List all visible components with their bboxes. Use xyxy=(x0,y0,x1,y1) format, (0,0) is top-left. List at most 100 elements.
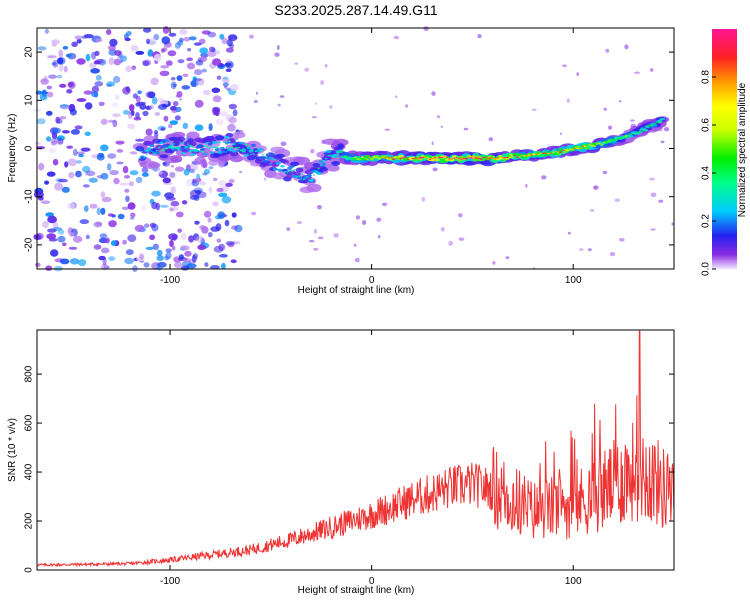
ridge-blob xyxy=(331,161,341,166)
ridge-blob xyxy=(537,153,541,156)
noise-blob xyxy=(54,137,62,141)
ridge-blob xyxy=(484,156,488,158)
ridge-blob xyxy=(392,158,396,161)
ridge-blob xyxy=(230,146,234,149)
noise-blob xyxy=(211,87,221,94)
noise-blob xyxy=(212,58,222,66)
ridge-blob xyxy=(288,169,292,172)
noise-blob xyxy=(108,220,117,228)
ridge-blob xyxy=(214,148,220,151)
noise-blob xyxy=(225,241,235,246)
noise-blob xyxy=(135,176,143,184)
ridge-blob xyxy=(407,158,410,160)
ridge-blob xyxy=(167,146,171,149)
noise-blob xyxy=(208,166,214,170)
noise-blob xyxy=(145,38,151,44)
ridge-blob xyxy=(436,157,439,159)
noise-blob xyxy=(67,158,77,167)
noise-blob xyxy=(88,177,98,183)
ridge-blob xyxy=(232,143,236,145)
noise-blob xyxy=(423,26,429,31)
noise-blob xyxy=(113,177,120,185)
ridge-blob xyxy=(506,156,509,159)
ridge-blob xyxy=(644,128,647,131)
noise-blob xyxy=(108,57,115,65)
noise-blob xyxy=(112,102,119,108)
noise-blob xyxy=(124,257,134,265)
noise-blob xyxy=(46,171,56,177)
ridge-blob xyxy=(281,159,289,164)
noise-blob xyxy=(131,65,137,70)
ridge-blob xyxy=(140,150,144,153)
noise-blob xyxy=(98,101,105,106)
heatmap-xtick-label: 0 xyxy=(369,275,375,286)
noise-blob xyxy=(64,161,69,168)
noise-blob xyxy=(203,210,212,218)
noise-blob xyxy=(194,220,200,225)
ridge-blob xyxy=(377,157,381,160)
noise-blob xyxy=(189,168,195,174)
noise-blob xyxy=(122,110,131,115)
ridge-blob xyxy=(549,152,553,155)
ridge-blob xyxy=(209,151,215,155)
noise-blob xyxy=(59,258,70,265)
noise-blob xyxy=(55,116,60,124)
noise-blob xyxy=(40,78,48,83)
noise-blob xyxy=(294,62,299,65)
noise-blob xyxy=(84,205,89,213)
ridge-blob xyxy=(414,157,417,159)
ridge-blob xyxy=(651,125,654,127)
ridge-blob xyxy=(269,153,276,156)
noise-blob xyxy=(224,86,227,89)
noise-blob xyxy=(203,168,211,175)
ridge-blob xyxy=(184,146,188,148)
noise-blob xyxy=(234,224,243,233)
ridge-blob xyxy=(252,153,255,155)
noise-blob xyxy=(393,35,400,40)
colorbar: 0.0 0.2 0.4 0.6 0.8 Normalized spectral ampl… xyxy=(701,29,748,276)
ridge-blob xyxy=(413,158,418,161)
ridge-blob xyxy=(234,147,239,149)
noise-blob xyxy=(172,84,177,87)
noise-blob xyxy=(76,160,82,164)
noise-blob xyxy=(46,91,54,98)
noise-blob xyxy=(152,243,159,250)
ridge-blob xyxy=(306,183,322,193)
noise-blob xyxy=(116,149,124,153)
noise-blob xyxy=(112,113,121,118)
noise-blob xyxy=(95,221,103,226)
noise-blob xyxy=(68,246,78,250)
noise-blob xyxy=(195,60,204,66)
noise-blob xyxy=(663,127,670,132)
noise-blob xyxy=(160,127,166,131)
noise-blob xyxy=(67,202,76,209)
ridge-blob xyxy=(641,129,645,131)
ridge-blob xyxy=(534,153,539,155)
noise-blob xyxy=(184,250,192,257)
noise-blob xyxy=(126,31,132,36)
ridge-blob xyxy=(162,149,166,152)
colorbar-tick-label: 0.6 xyxy=(701,118,712,132)
noise-blob xyxy=(463,127,469,131)
ridge-blob xyxy=(321,163,326,167)
noise-blob xyxy=(162,177,171,184)
ridge-blob xyxy=(332,153,339,157)
ridge-blob xyxy=(262,159,269,163)
noise-blob xyxy=(114,94,120,100)
ridge-blob xyxy=(360,156,364,158)
noise-blob xyxy=(224,182,233,187)
ridge-blob xyxy=(639,129,642,131)
ridge-blob xyxy=(308,179,311,182)
noise-blob xyxy=(191,254,197,263)
noise-blob xyxy=(145,128,153,136)
noise-blob xyxy=(46,233,57,240)
noise-blob xyxy=(140,204,148,212)
noise-blob xyxy=(165,248,172,253)
ridge-blob xyxy=(578,147,582,150)
heatmap-xtick-label: -100 xyxy=(160,275,180,286)
noise-blob xyxy=(69,108,77,116)
ridge-blob xyxy=(365,158,369,160)
noise-blob xyxy=(117,213,125,220)
noise-blob xyxy=(231,225,238,230)
ridge-blob xyxy=(256,148,260,150)
